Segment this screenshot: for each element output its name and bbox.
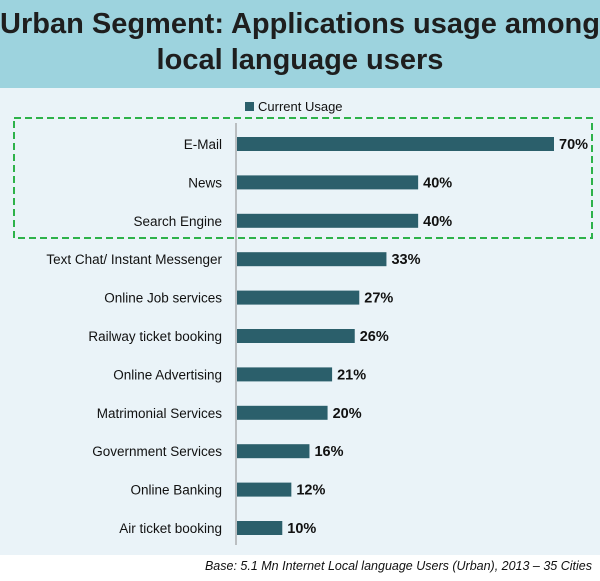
category-label: Search Engine [133,214,222,229]
title-line-2: local language users [156,44,444,76]
value-label: 40% [423,214,452,230]
bar [237,137,554,151]
bar [237,175,419,190]
legend-swatch [245,102,254,111]
value-label: 21% [337,367,366,383]
value-label: 16% [314,444,343,460]
category-label: Matrimonial Services [97,406,223,421]
value-label: 20% [333,406,362,422]
category-label: Text Chat/ Instant Messenger [46,252,222,267]
highlight-box [13,117,593,239]
bar [237,329,355,343]
footnote: Base: 5.1 Mn Internet Local language Use… [204,559,592,573]
legend-label: Current Usage [258,99,343,114]
value-label: 12% [296,483,325,499]
category-label: Online Advertising [113,367,222,382]
value-label: 10% [287,521,316,537]
category-label: Air ticket booking [119,521,222,536]
category-label: E-Mail [184,137,222,152]
value-label: 27% [364,291,393,307]
category-label: Online Banking [130,483,222,498]
bar [237,367,333,382]
value-label: 26% [360,329,389,345]
title-banner: Urban Segment: Applications usage among … [0,0,600,88]
bar [237,213,419,228]
bar [237,444,310,459]
value-label: 33% [391,252,420,268]
category-label: Railway ticket booking [88,329,222,344]
chart-title: Urban Segment: Applications usage among … [0,6,600,78]
legend: Current Usage [245,99,343,114]
title-line-1: Urban Segment: Applications usage among [0,8,600,40]
category-label: Online Job services [104,291,222,306]
category-label: Government Services [92,444,222,459]
category-label: News [188,175,222,190]
value-label: 40% [423,175,452,191]
plot-area [0,88,600,555]
bar [237,482,292,497]
bar [237,290,360,305]
bars-group: E-Mail 70% News 40% Search Engine 40% Text Cha… [46,137,588,537]
value-label: 70% [559,137,588,153]
bar [237,252,387,267]
bar [237,405,328,420]
bar [237,521,283,535]
